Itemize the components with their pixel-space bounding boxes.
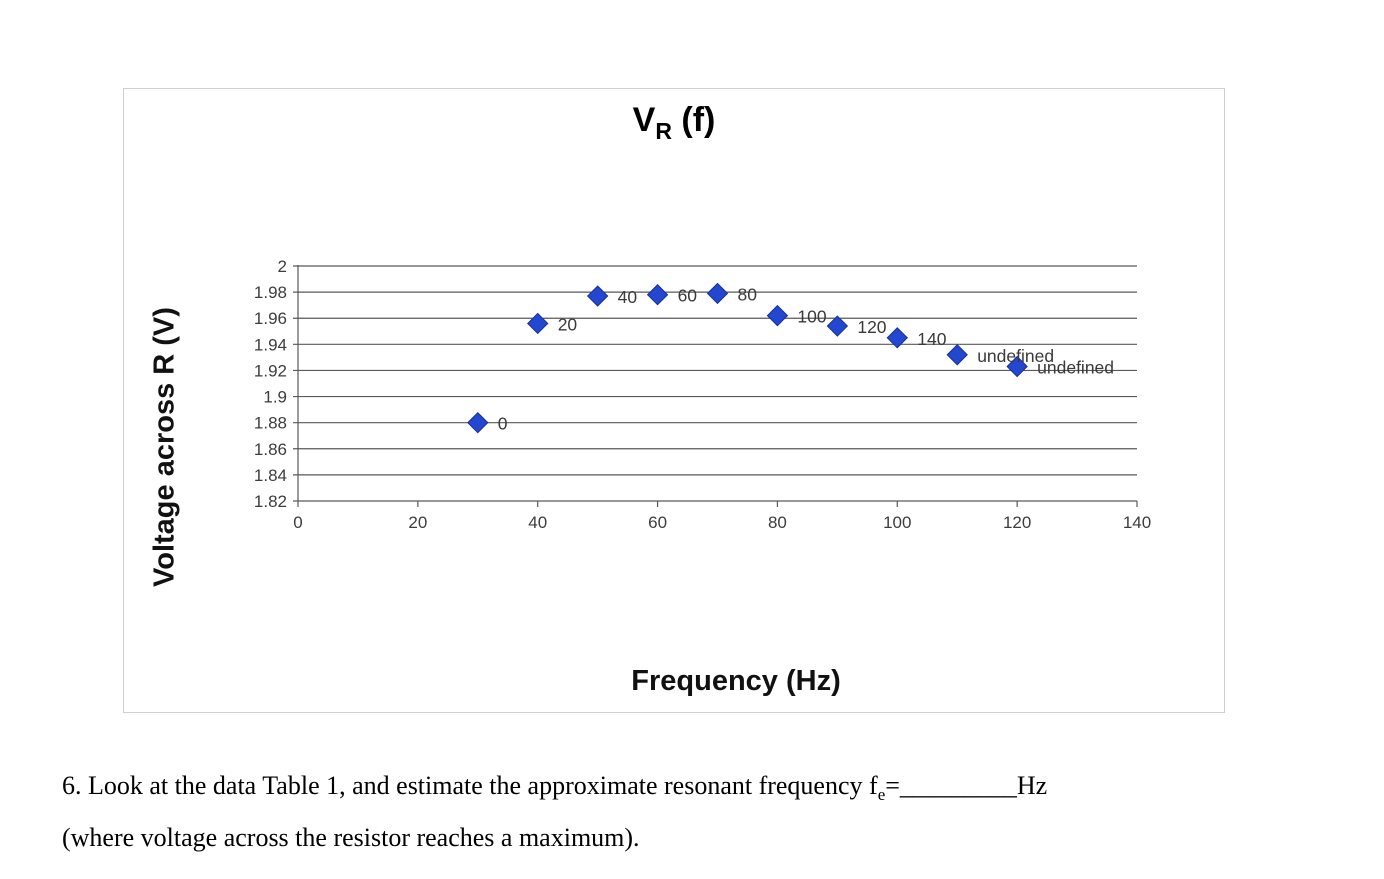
question-subscript: e [877,785,886,805]
y-tick-label: 1.88 [254,414,287,433]
data-point [467,411,489,434]
question-block: 6. Look at the data Table 1, and estimat… [62,764,1047,859]
question-line-2: (where voltage across the resistor reach… [62,823,640,853]
data-point [527,312,549,335]
data-point [1006,355,1028,378]
x-tick-label: 60 [648,513,667,532]
answer-blank: _________ [899,771,1017,800]
data-point-label: 40 [618,287,638,307]
data-point-label: 0 [498,414,508,434]
y-tick-label: 1.96 [254,309,287,328]
x-tick-label: 140 [1123,513,1151,532]
data-point-label: undefined [1037,358,1114,378]
data-point [826,315,849,337]
data-point-label: 120 [857,317,886,337]
chart-title-sub: R [655,117,672,144]
data-point-label: 140 [917,329,946,349]
y-tick-label: 2 [278,257,287,276]
x-tick-label: 120 [1003,513,1031,532]
data-point-label: 20 [558,314,578,334]
data-point-label: 100 [797,307,826,327]
question-text: 6. Look at the data Table 1, and estimat… [62,771,878,800]
scatter-plot: 2 1.98 1.96 1.94 1.92 1.9 1.88 1.86 1.84 1.82 0 20 4… [254,257,1151,532]
chart-title: VR (f) [124,101,1224,145]
data-point [706,282,729,305]
y-tick-label: 1.94 [254,335,287,354]
x-tick-label: 0 [293,513,302,532]
unit-label: Hz [1016,771,1048,800]
y-tick-label: 1.84 [254,466,287,485]
data-point-label: 60 [678,286,698,306]
x-tick-label: 80 [768,513,787,532]
data-point [946,344,968,366]
chart-container: VR (f) 2 1.98 1.96 1.94 1.92 1.9 1.88 1.86 1.84 1… [123,88,1225,713]
question-line-1: 6. Look at the data Table 1, and estimat… [62,764,1047,816]
y-tick-label: 1.92 [254,361,287,380]
data-point [766,304,789,327]
chart-title-main: V [632,101,656,139]
chart-title-suffix: (f) [671,101,716,139]
y-tick-label: 1.82 [254,492,287,511]
equals-sign: = [885,771,900,800]
x-axis-title: Frequency (Hz) [631,665,841,697]
data-point [886,327,908,349]
y-axis-title: Voltage across R (V) [148,307,181,587]
data-point-label: undefined [977,346,1054,366]
y-tick-label: 1.86 [254,440,287,459]
y-tick-label: 1.9 [263,388,287,407]
data-point [586,285,609,307]
y-tick-label: 1.98 [254,283,287,302]
data-point-label: 80 [738,284,758,304]
x-tick-label: 100 [883,513,911,532]
x-tick-label: 20 [408,513,427,532]
data-point [646,284,669,306]
x-tick-label: 40 [528,513,547,532]
